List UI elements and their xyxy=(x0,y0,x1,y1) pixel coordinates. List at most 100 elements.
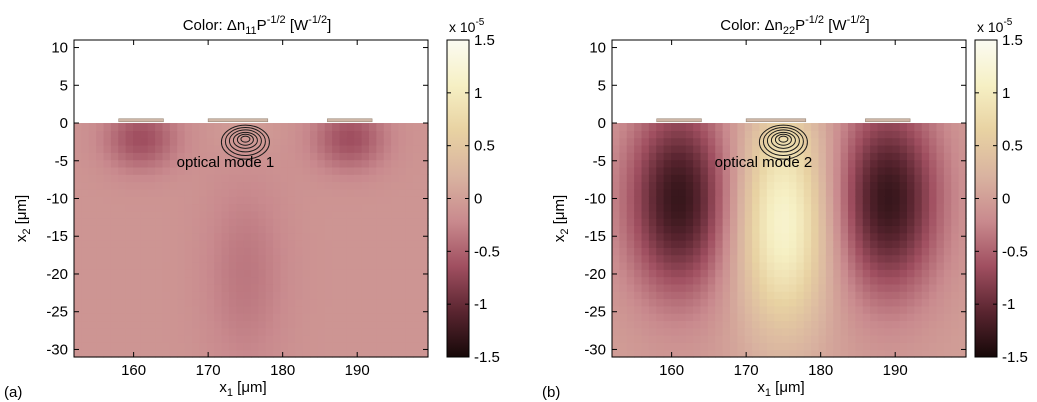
heat-cell xyxy=(678,152,687,161)
heat-cell xyxy=(133,130,141,139)
heat-cell xyxy=(671,159,679,168)
heat-cell xyxy=(884,261,893,270)
heat-cell xyxy=(663,283,672,292)
heat-cell xyxy=(295,203,304,212)
heat-cell xyxy=(354,254,363,263)
heat-cell xyxy=(125,130,134,139)
heat-cell xyxy=(177,327,186,336)
heat-cell xyxy=(236,240,245,248)
heat-cell xyxy=(870,254,879,263)
heat-cell xyxy=(899,203,908,212)
heat-cell xyxy=(943,218,952,226)
heat-cell xyxy=(177,240,186,248)
heat-cell xyxy=(752,269,761,278)
heat-cell xyxy=(103,349,112,358)
heat-cell xyxy=(612,327,620,336)
heat-cell xyxy=(626,240,635,248)
heat-cell xyxy=(685,203,694,212)
heat-cell xyxy=(258,327,267,336)
heat-cell xyxy=(803,152,812,161)
heat-cell xyxy=(243,305,252,314)
heat-cell xyxy=(228,269,237,278)
heat-cell xyxy=(766,327,775,336)
heat-cell xyxy=(678,225,687,234)
heat-cell xyxy=(914,174,923,183)
heat-cell xyxy=(162,327,171,336)
heat-cell xyxy=(722,188,731,197)
heat-cell xyxy=(103,276,112,285)
heat-cell xyxy=(737,174,746,183)
heat-cell xyxy=(302,298,311,307)
heat-cell xyxy=(184,276,193,285)
title-index: 22 xyxy=(783,25,795,37)
heat-cell xyxy=(243,210,252,219)
heat-cell xyxy=(951,137,960,146)
heat-cell xyxy=(192,261,200,270)
heat-cell xyxy=(147,269,156,278)
heat-cell xyxy=(796,320,805,329)
heat-cell xyxy=(162,349,171,358)
heat-cell xyxy=(663,152,672,161)
heat-cell xyxy=(671,313,679,322)
heat-cell xyxy=(74,152,82,161)
heat-cell xyxy=(833,137,842,146)
heat-cell xyxy=(398,342,407,351)
heat-cell xyxy=(413,349,422,358)
heat-cell xyxy=(943,298,952,307)
heat-cell xyxy=(346,210,355,219)
heat-cell xyxy=(774,225,783,234)
heat-cell xyxy=(722,342,731,351)
heat-cell xyxy=(759,240,768,248)
heat-cell xyxy=(317,225,326,234)
heat-cell xyxy=(685,342,694,351)
heat-cell xyxy=(619,203,628,212)
heat-cell xyxy=(685,137,694,146)
heat-cell xyxy=(169,283,178,292)
heat-cell xyxy=(96,144,105,153)
heat-cell xyxy=(361,327,370,336)
heat-cell xyxy=(648,203,657,212)
heat-cell xyxy=(693,349,702,358)
heat-cell xyxy=(96,291,105,300)
heat-cell xyxy=(295,276,304,285)
heat-cell xyxy=(214,159,223,168)
heat-cell xyxy=(715,320,724,329)
heat-cell xyxy=(862,283,871,292)
heat-cell xyxy=(737,240,746,248)
heat-cell xyxy=(125,203,134,212)
heat-cell xyxy=(140,261,149,270)
heat-cell xyxy=(796,291,805,300)
heat-cell xyxy=(685,152,694,161)
heat-cell xyxy=(722,240,731,248)
heat-cell xyxy=(140,123,149,131)
heat-cell xyxy=(892,152,901,161)
heat-cell xyxy=(420,254,429,263)
heat-cell xyxy=(612,335,620,343)
heat-cell xyxy=(818,305,827,314)
heat-cell xyxy=(125,218,134,226)
heat-cell xyxy=(870,349,879,358)
heat-cell xyxy=(803,166,812,175)
heat-cell xyxy=(877,291,886,300)
heat-cell xyxy=(317,283,326,292)
heat-cell xyxy=(383,320,392,329)
heat-cell xyxy=(796,349,805,358)
heat-cell xyxy=(310,174,318,183)
heat-cell xyxy=(177,218,186,226)
heat-cell xyxy=(744,313,753,322)
heat-cell xyxy=(324,313,333,322)
heat-cell xyxy=(295,181,304,190)
heat-cell xyxy=(251,218,259,226)
heat-cell xyxy=(81,196,90,205)
heat-cell xyxy=(752,166,761,175)
heat-cell xyxy=(147,188,156,197)
heat-cell xyxy=(840,130,849,139)
heat-cell xyxy=(251,210,259,219)
heat-cell xyxy=(88,130,97,139)
heat-cell xyxy=(700,203,709,212)
heat-cell xyxy=(693,247,702,256)
heat-cell xyxy=(118,305,127,314)
heat-cell xyxy=(96,305,105,314)
heat-cell xyxy=(870,196,879,205)
heat-cell xyxy=(199,313,208,322)
